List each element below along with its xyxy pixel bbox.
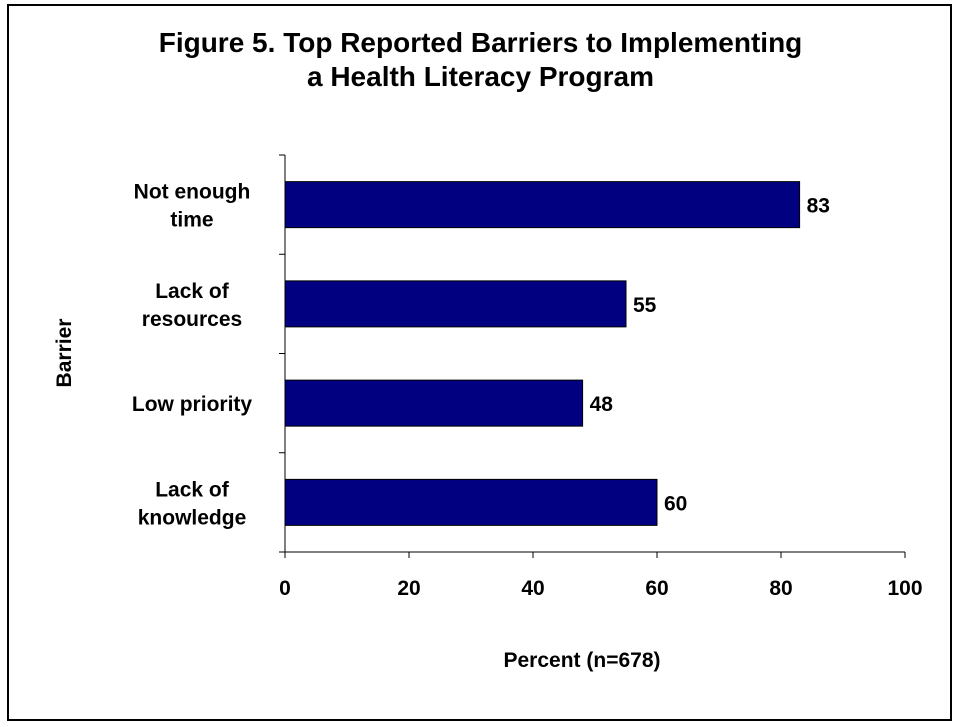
x-tick-label: 40 [521,577,544,600]
category-label: resources [142,308,242,331]
x-axis-title: Percent (n=678) [504,649,661,672]
chart-title: Figure 5. Top Reported Barriers to Imple… [0,26,961,94]
bar [284,280,627,328]
data-label: 83 [807,195,830,218]
data-label: 55 [633,294,657,317]
x-tick-label: 0 [279,577,291,600]
x-tick-label: 100 [887,577,922,600]
y-axis-title: Barrier [53,319,76,388]
category-label: Lack of [155,478,230,501]
bar [284,181,801,229]
chart-title-line-1: Figure 5. Top Reported Barriers to Imple… [158,27,803,58]
category-label: Low priority [132,393,252,416]
category-label: time [170,209,213,232]
chart-title-line-2: a Health Literacy Program [306,61,655,92]
category-label: Lack of [155,280,230,303]
x-tick-label: 60 [645,577,668,600]
bar [284,478,658,526]
data-label: 60 [664,492,687,515]
plot-area: 0 20 40 60 80 100 83 Not enough time 55 Lack of res… [132,154,923,600]
category-label: Not enough [134,181,251,204]
x-tick-label: 80 [769,577,792,600]
category-label: knowledge [138,506,247,529]
chart-frame [7,4,952,721]
x-tick-label: 20 [397,577,420,600]
data-label: 48 [590,393,614,416]
bar [284,379,584,427]
